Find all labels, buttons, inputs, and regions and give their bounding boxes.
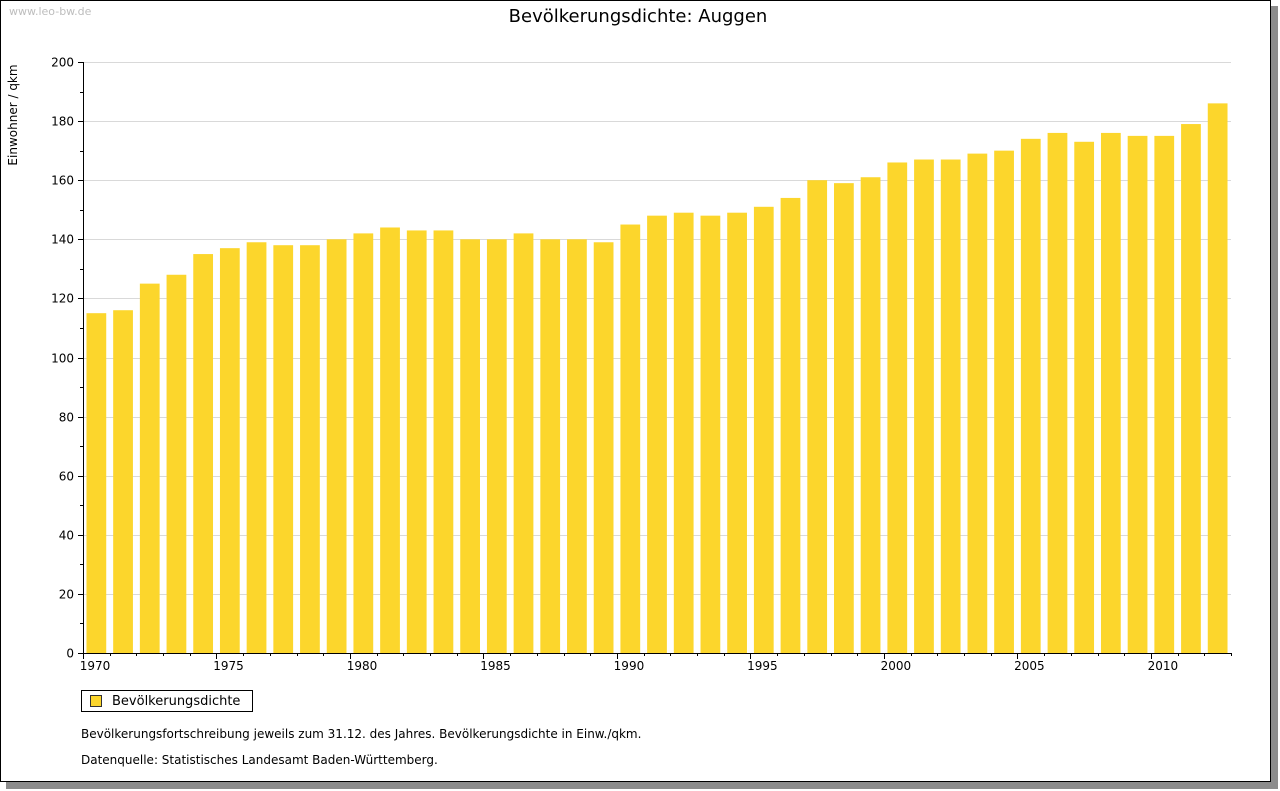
bar-1973 xyxy=(166,274,187,653)
legend-label: Bevölkerungsdichte xyxy=(112,693,241,709)
bar-2004 xyxy=(994,150,1014,653)
axes: 0 20 40 60 80 100 120 140 160 180 200 1970 1975 1980 1… xyxy=(51,56,1232,673)
bar-1995 xyxy=(753,206,774,654)
x-tick-label: 2010 xyxy=(1148,659,1179,673)
bar-1986 xyxy=(513,233,534,653)
bar-1976 xyxy=(246,242,267,653)
bar-1997 xyxy=(807,180,828,653)
legend-swatch xyxy=(90,695,102,707)
y-tick-label: 200 xyxy=(51,56,74,70)
x-tick-label: 2000 xyxy=(881,659,912,673)
bar-2012 xyxy=(1207,103,1228,654)
bar-1985 xyxy=(486,239,507,654)
bar-1977 xyxy=(273,245,294,653)
bar-1981 xyxy=(380,227,400,654)
bar-1991 xyxy=(647,215,667,653)
x-tick-label: 1985 xyxy=(480,659,511,673)
x-tick-label: 1975 xyxy=(213,659,244,673)
bar-1974 xyxy=(193,254,214,653)
bar-2001 xyxy=(914,159,934,653)
y-tick-label: 120 xyxy=(51,292,74,306)
bar-2005 xyxy=(1020,138,1041,653)
x-tick-label: 2005 xyxy=(1014,659,1045,673)
y-axis-label: Einwohner / qkm xyxy=(6,64,20,165)
y-tick-label: 160 xyxy=(51,174,74,188)
bar-1990 xyxy=(620,224,641,653)
bar-1970 xyxy=(86,313,107,653)
bar-series xyxy=(86,103,1228,654)
x-tick-label: 1990 xyxy=(614,659,645,673)
footnote-description: Bevölkerungsfortschreibung jeweils zum 3… xyxy=(81,727,642,741)
x-tick-label: 1980 xyxy=(347,659,378,673)
bar-1979 xyxy=(326,239,347,654)
bar-1999 xyxy=(860,177,881,654)
bar-1972 xyxy=(139,283,160,654)
y-tick-label: 60 xyxy=(59,470,74,484)
bar-2008 xyxy=(1100,132,1121,654)
watermark: www.leo-bw.de xyxy=(9,5,92,18)
bar-1996 xyxy=(780,197,801,653)
bar-1971 xyxy=(113,310,133,653)
bar-2000 xyxy=(887,162,908,653)
frame-shadow-right xyxy=(1271,6,1278,788)
bar-1989 xyxy=(593,242,614,653)
y-tick-label: 100 xyxy=(51,352,74,366)
bar-1992 xyxy=(673,212,694,653)
bar-1980 xyxy=(353,233,374,653)
y-tick-label: 180 xyxy=(51,115,74,129)
x-tick-label: 1995 xyxy=(747,659,778,673)
chart-title: Bevölkerungsdichte: Auggen xyxy=(509,6,768,27)
legend: Bevölkerungsdichte xyxy=(81,690,254,712)
bar-2006 xyxy=(1047,132,1068,654)
y-tick-label: 40 xyxy=(59,529,74,543)
footnote-source: Datenquelle: Statistisches Landesamt Bad… xyxy=(81,753,438,767)
bar-1982 xyxy=(406,230,427,653)
bar-1994 xyxy=(727,212,747,653)
y-tick-label: 140 xyxy=(51,233,74,247)
x-tick-label: 1970 xyxy=(80,659,111,673)
bar-1988 xyxy=(567,239,587,654)
bar-1978 xyxy=(300,245,320,653)
y-tick-label: 80 xyxy=(59,411,74,425)
bar-1993 xyxy=(700,215,721,653)
bar-1975 xyxy=(219,248,240,653)
bar-2010 xyxy=(1154,135,1175,654)
bar-2002 xyxy=(940,159,961,653)
bar-1987 xyxy=(540,239,561,654)
y-tick-label: 20 xyxy=(59,588,74,602)
bar-2009 xyxy=(1127,135,1148,654)
bar-2011 xyxy=(1181,124,1201,654)
bar-1983 xyxy=(433,230,454,653)
bar-2003 xyxy=(967,153,988,654)
y-tick-label: 0 xyxy=(66,647,74,661)
bar-1998 xyxy=(834,183,854,653)
frame-shadow-bottom xyxy=(6,782,1278,789)
bar-2007 xyxy=(1074,141,1095,654)
bar-1984 xyxy=(460,239,480,654)
